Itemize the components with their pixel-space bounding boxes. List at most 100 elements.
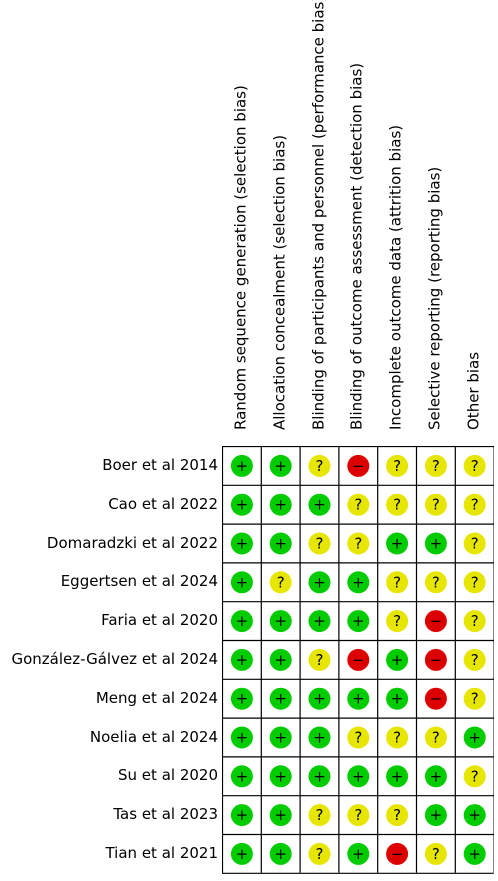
rating-low: + — [347, 842, 370, 865]
rating-symbol: − — [430, 690, 443, 708]
rating-low: + — [308, 687, 331, 710]
column-header: Incomplete outcome data (attrition bias) — [377, 5, 415, 445]
rating-circle — [230, 454, 253, 477]
rating-unclear: ? — [308, 648, 331, 671]
rating-symbol: ? — [471, 535, 479, 553]
rating-symbol: + — [274, 612, 287, 630]
rating-high: − — [347, 454, 370, 477]
rating-symbol: ? — [354, 729, 362, 747]
rating-unclear: ? — [347, 726, 370, 749]
rating-symbol: ? — [316, 806, 324, 824]
rating-circle — [386, 842, 409, 865]
rating-symbol: + — [352, 767, 365, 785]
rating-symbol: + — [430, 535, 443, 553]
rating-circle — [386, 454, 409, 477]
rating-symbol: ? — [432, 573, 440, 591]
column-header: Random sequence generation (selection bi… — [222, 5, 260, 445]
rating-circle — [386, 610, 409, 633]
rating-unclear: ? — [463, 765, 486, 788]
column-header: Blinding of outcome assessment (detectio… — [338, 5, 376, 445]
rating-circle — [424, 493, 447, 516]
rating-symbol: + — [274, 806, 287, 824]
rating-symbol: ? — [354, 496, 362, 514]
rating-circle — [463, 648, 486, 671]
rating-unclear: ? — [308, 532, 331, 555]
rating-low: + — [230, 765, 253, 788]
rating-low: + — [308, 726, 331, 749]
rating-circle — [308, 648, 331, 671]
rating-symbol: + — [313, 612, 326, 630]
rating-symbol: + — [236, 729, 249, 747]
rating-low: + — [386, 687, 409, 710]
rating-symbol: ? — [354, 806, 362, 824]
rating-high: − — [424, 648, 447, 671]
rating-low: + — [347, 765, 370, 788]
rating-low: + — [463, 804, 486, 827]
column-header-label: Allocation concealment (selection bias) — [270, 134, 289, 430]
rating-high: − — [347, 648, 370, 671]
rating-symbol: + — [430, 767, 443, 785]
rating-symbol: + — [274, 496, 287, 514]
rating-circle — [424, 804, 447, 827]
rating-circle — [463, 765, 486, 788]
rating-unclear: ? — [424, 726, 447, 749]
column-header: Allocation concealment (selection bias) — [261, 5, 299, 445]
rating-unclear: ? — [386, 493, 409, 516]
study-label: Tian et al 2021 — [105, 844, 218, 862]
rating-symbol: ? — [471, 767, 479, 785]
column-header-label: Blinding of participants and personnel (… — [309, 0, 328, 430]
rating-symbol: + — [391, 690, 404, 708]
rating-circle — [424, 687, 447, 710]
rating-circle — [386, 687, 409, 710]
rating-circle — [269, 726, 292, 749]
rating-circle — [424, 726, 447, 749]
rating-circle — [230, 532, 253, 555]
rating-low: + — [269, 842, 292, 865]
rating-circle — [424, 765, 447, 788]
rating-circle — [308, 454, 331, 477]
rating-low: + — [269, 765, 292, 788]
rating-symbol: + — [236, 573, 249, 591]
rating-symbol: + — [313, 573, 326, 591]
rating-low: + — [269, 726, 292, 749]
rating-low: + — [230, 532, 253, 555]
rating-low: + — [269, 687, 292, 710]
rating-low: + — [269, 493, 292, 516]
rating-symbol: + — [352, 845, 365, 863]
rating-unclear: ? — [463, 648, 486, 671]
rating-circle — [308, 765, 331, 788]
rating-unclear: ? — [308, 842, 331, 865]
rating-circle — [269, 765, 292, 788]
rating-unclear: ? — [347, 804, 370, 827]
rating-symbol: ? — [432, 496, 440, 514]
column-header-label: Selective reporting (reporting bias) — [425, 166, 444, 430]
rating-symbol: + — [236, 535, 249, 553]
study-label: Su et al 2020 — [118, 766, 218, 785]
rating-circle — [347, 493, 370, 516]
rating-circle — [347, 454, 370, 477]
study-label: Faria et al 2020 — [101, 611, 218, 630]
rating-symbol: + — [313, 767, 326, 785]
rating-low: + — [424, 804, 447, 827]
rating-unclear: ? — [386, 804, 409, 827]
rating-symbol: + — [274, 767, 287, 785]
rating-symbol: ? — [432, 457, 440, 475]
rating-unclear: ? — [386, 726, 409, 749]
study-label: Noelia et al 2024 — [89, 727, 218, 746]
rating-circle — [230, 648, 253, 671]
rating-circle — [386, 804, 409, 827]
rating-grid: + +? −?? ? + + +??? ? + +?? + + ? +? + +?? ? + + + +? − ? + +? − +… — [222, 446, 494, 874]
rating-low: + — [347, 610, 370, 633]
rating-circle — [463, 804, 486, 827]
rating-low: + — [386, 648, 409, 671]
rating-circle — [386, 571, 409, 594]
rating-unclear: ? — [463, 454, 486, 477]
rating-circle — [269, 532, 292, 555]
rating-symbol: + — [236, 806, 249, 824]
rating-circle — [347, 765, 370, 788]
rating-symbol: ? — [393, 496, 401, 514]
study-label: González-Gálvez et al 2024 — [11, 650, 218, 668]
rating-symbol: + — [236, 457, 249, 475]
rating-circle — [308, 571, 331, 594]
rating-unclear: ? — [347, 532, 370, 555]
